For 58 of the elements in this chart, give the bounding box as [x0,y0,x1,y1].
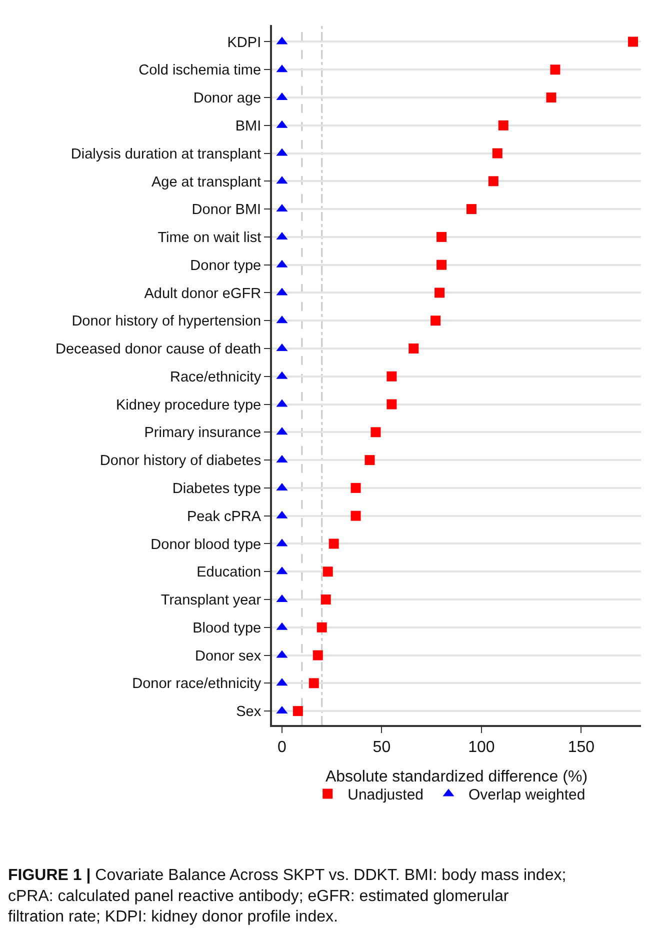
point [328,538,339,549]
y-tick-label: Cold ischemia time [138,62,262,79]
point [550,64,560,75]
point [466,204,476,214]
y-tick-label: Peak cPRA [186,508,262,525]
y-tick-label: Donor race/ethnicity [132,676,262,692]
x-tick-label: 100 [468,739,495,756]
x-axis-title: Absolute standardized difference (%) [325,768,588,786]
y-tick-label: Education [196,564,262,581]
point [370,427,381,438]
point [430,316,441,326]
y-tick-label: Donor blood type [150,536,262,553]
point [350,510,361,521]
y-tick-label: Donor history of hypertension [72,314,262,330]
legend-label: Unadjusted [348,786,424,804]
point [492,148,502,158]
point [320,594,331,604]
y-tick-label: BMI [235,118,262,134]
y-tick-label: Kidney procedure type [116,397,262,414]
point [488,176,498,186]
point [350,482,361,493]
point [546,92,556,103]
y-tick-label: Time on wait list [158,230,262,246]
x-tick-label: 50 [372,739,391,756]
point [312,650,323,660]
point [436,260,447,270]
x-tick-label: 0 [278,739,287,756]
y-tick-label: Adult donor eGFR [144,286,262,302]
point [436,232,447,242]
y-tick-label: KDPI [227,34,262,51]
point [308,678,319,688]
y-tick-label: Sex [236,704,262,720]
y-tick-label: Age at transplant [151,174,262,190]
point [386,371,397,382]
legend-label: Overlap weighted [468,786,586,804]
caption: FIGURE 1 | Covariate Balance Across SKPT vs. DDKT. BMI: body mass index; cPRA: calculated panel reactive antibody; eGFR: estimated glomerular filtration rate; KDPI: kidney donor profile index. [8,867,566,926]
y-tick-label: Donor BMI [192,202,262,218]
y-tick-label: Donor type [190,258,262,274]
y-tick-label: Donor sex [195,648,262,664]
y-tick-label: Donor age [193,90,262,107]
x-tick-label: 150 [568,739,595,756]
point [292,706,303,716]
y-tick-label: Primary insurance [144,425,262,442]
y-tick-label: Blood type [192,620,262,636]
point [628,36,638,47]
y-tick-label: Diabetes type [172,481,262,498]
y-tick-label: Transplant year [160,592,262,609]
point [408,344,419,354]
point [386,399,397,410]
point [316,622,327,632]
y-tick-label: Dialysis duration at transplant [70,146,262,162]
y-tick-label: Donor history of diabetes [100,453,262,470]
point [498,120,508,130]
point [434,288,445,298]
point [364,455,375,466]
y-tick-label: Race/ethnicity [170,369,262,386]
y-tick-label: Deceased donor cause of death [56,342,262,358]
point [322,566,333,577]
